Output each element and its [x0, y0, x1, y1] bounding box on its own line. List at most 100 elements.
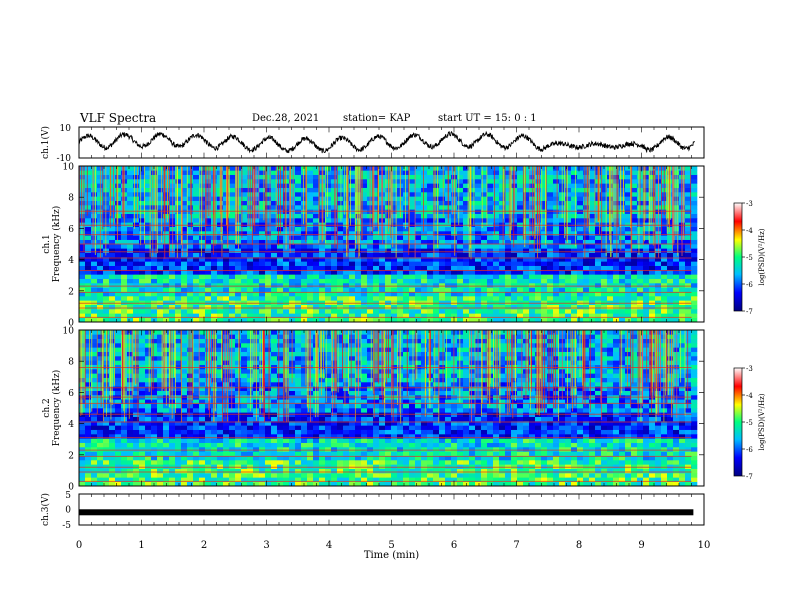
spectrogram-cell — [475, 300, 482, 305]
spectrogram-cell — [427, 244, 434, 249]
spectrogram-cell — [343, 464, 350, 469]
spectrogram-cell — [523, 265, 530, 271]
spectrogram-cell — [109, 235, 116, 240]
spectrogram-cell — [487, 309, 494, 314]
spectrogram-cell — [133, 213, 140, 219]
spectrogram-cell — [301, 464, 308, 469]
spectrogram-cell — [463, 278, 470, 284]
spectrogram-cell — [163, 179, 170, 184]
spectrogram-cell — [589, 300, 596, 305]
spectrogram-cell — [163, 300, 170, 305]
spectrogram-cell — [379, 464, 386, 469]
spectrogram-cell — [211, 304, 218, 310]
spectrogram-cell — [121, 300, 128, 305]
spectrogram-cell — [139, 231, 146, 236]
spectrogram-cell — [583, 300, 590, 305]
spectrogram-cell — [661, 231, 668, 236]
spectrogram-cell — [373, 261, 380, 266]
spectrogram-cell — [397, 283, 404, 288]
spectrogram-cell — [169, 460, 176, 465]
spectrogram-cell — [409, 442, 416, 448]
spectrogram-cell — [397, 274, 404, 279]
spectrogram-cell — [211, 170, 218, 175]
spectrogram-cell — [103, 278, 110, 284]
spectrogram-cell — [229, 473, 236, 478]
spectrogram-cell — [655, 226, 662, 232]
spectrogram-cell — [121, 248, 128, 253]
spectrogram-cell — [295, 239, 302, 245]
spectrogram-cell — [199, 252, 206, 258]
spectrogram-cell — [511, 447, 518, 452]
spectrogram-cell — [127, 468, 134, 474]
spectrogram-cell — [307, 235, 314, 240]
spectrogram-cell — [349, 477, 356, 482]
spectrogram-cell — [109, 274, 116, 279]
spectrogram-cell — [685, 317, 692, 323]
spectrogram-cell — [367, 261, 374, 266]
spectrogram-cell — [553, 174, 560, 180]
spectrogram-cell — [415, 270, 422, 275]
spectrogram-cell — [301, 442, 308, 448]
spectrogram-cell — [193, 179, 200, 184]
spectrogram-cell — [391, 464, 398, 469]
spectrogram-cell — [625, 270, 632, 275]
spectrogram-cell — [169, 300, 176, 305]
spectrogram-cell — [451, 192, 458, 197]
spectrogram-cell — [199, 265, 206, 271]
spectrogram-cell — [427, 468, 434, 474]
spectrogram-cell — [481, 183, 488, 188]
spectrogram-cell — [583, 278, 590, 284]
spectrogram-cell — [391, 218, 398, 223]
spectrogram-cell — [643, 313, 650, 318]
spectrogram-cell — [607, 283, 614, 288]
spectrogram-cell — [643, 477, 650, 482]
spectrogram-cell — [517, 174, 524, 180]
spectrogram-cell — [331, 442, 338, 448]
spectrogram-cell — [91, 477, 98, 482]
spectrogram-cell — [493, 300, 500, 305]
spectrogram-cell — [193, 317, 200, 323]
spectrogram-cell — [247, 317, 254, 323]
spectrogram-cell — [427, 291, 434, 297]
spectrogram-cell — [631, 235, 638, 240]
spectrogram-cell — [577, 174, 584, 180]
spectrogram-cell — [133, 218, 140, 223]
spectrogram-cell — [283, 252, 290, 258]
spectrogram-cell — [625, 455, 632, 461]
ch1-ytick-label: -10 — [57, 154, 72, 164]
spectrogram-cell — [589, 278, 596, 284]
spectrogram-cell — [313, 291, 320, 297]
spectrogram-cell — [163, 196, 170, 201]
spectrogram-cell — [667, 287, 674, 292]
spectrogram-cell — [481, 291, 488, 297]
spectrogram-cell — [589, 231, 596, 236]
spectrogram-cell — [85, 447, 92, 452]
spectrogram-cell — [241, 455, 248, 461]
spectrogram-cell — [175, 235, 182, 240]
spectrogram-cell — [337, 278, 344, 284]
spectrogram-cell — [181, 270, 188, 275]
spectrogram-cell — [649, 174, 656, 180]
spectrogram-cell — [163, 317, 170, 323]
spectrogram-cell — [133, 222, 140, 227]
spectrogram-cell — [421, 231, 428, 236]
spectrogram-cell — [241, 460, 248, 465]
spectrogram-cell — [589, 248, 596, 253]
spectrogram-cell — [619, 481, 626, 487]
spectrogram-cell — [649, 218, 656, 223]
spectrogram-cell — [187, 244, 194, 249]
spectrogram-cell — [379, 274, 386, 279]
spectrogram-cell — [127, 313, 134, 318]
spectrogram-cell — [289, 252, 296, 258]
spectrogram-cell — [475, 309, 482, 314]
spectrogram-cell — [433, 313, 440, 318]
spectrogram-cell — [553, 313, 560, 318]
spectrogram-cell — [637, 239, 644, 245]
spectrogram-cell — [277, 287, 284, 292]
spectrogram-cell — [625, 291, 632, 297]
spectrogram-cell — [457, 192, 464, 197]
spectrogram-cell — [151, 226, 158, 232]
spectrogram-cell — [145, 287, 152, 292]
spectrogram-cell — [463, 218, 470, 223]
spectrogram-cell — [685, 261, 692, 266]
